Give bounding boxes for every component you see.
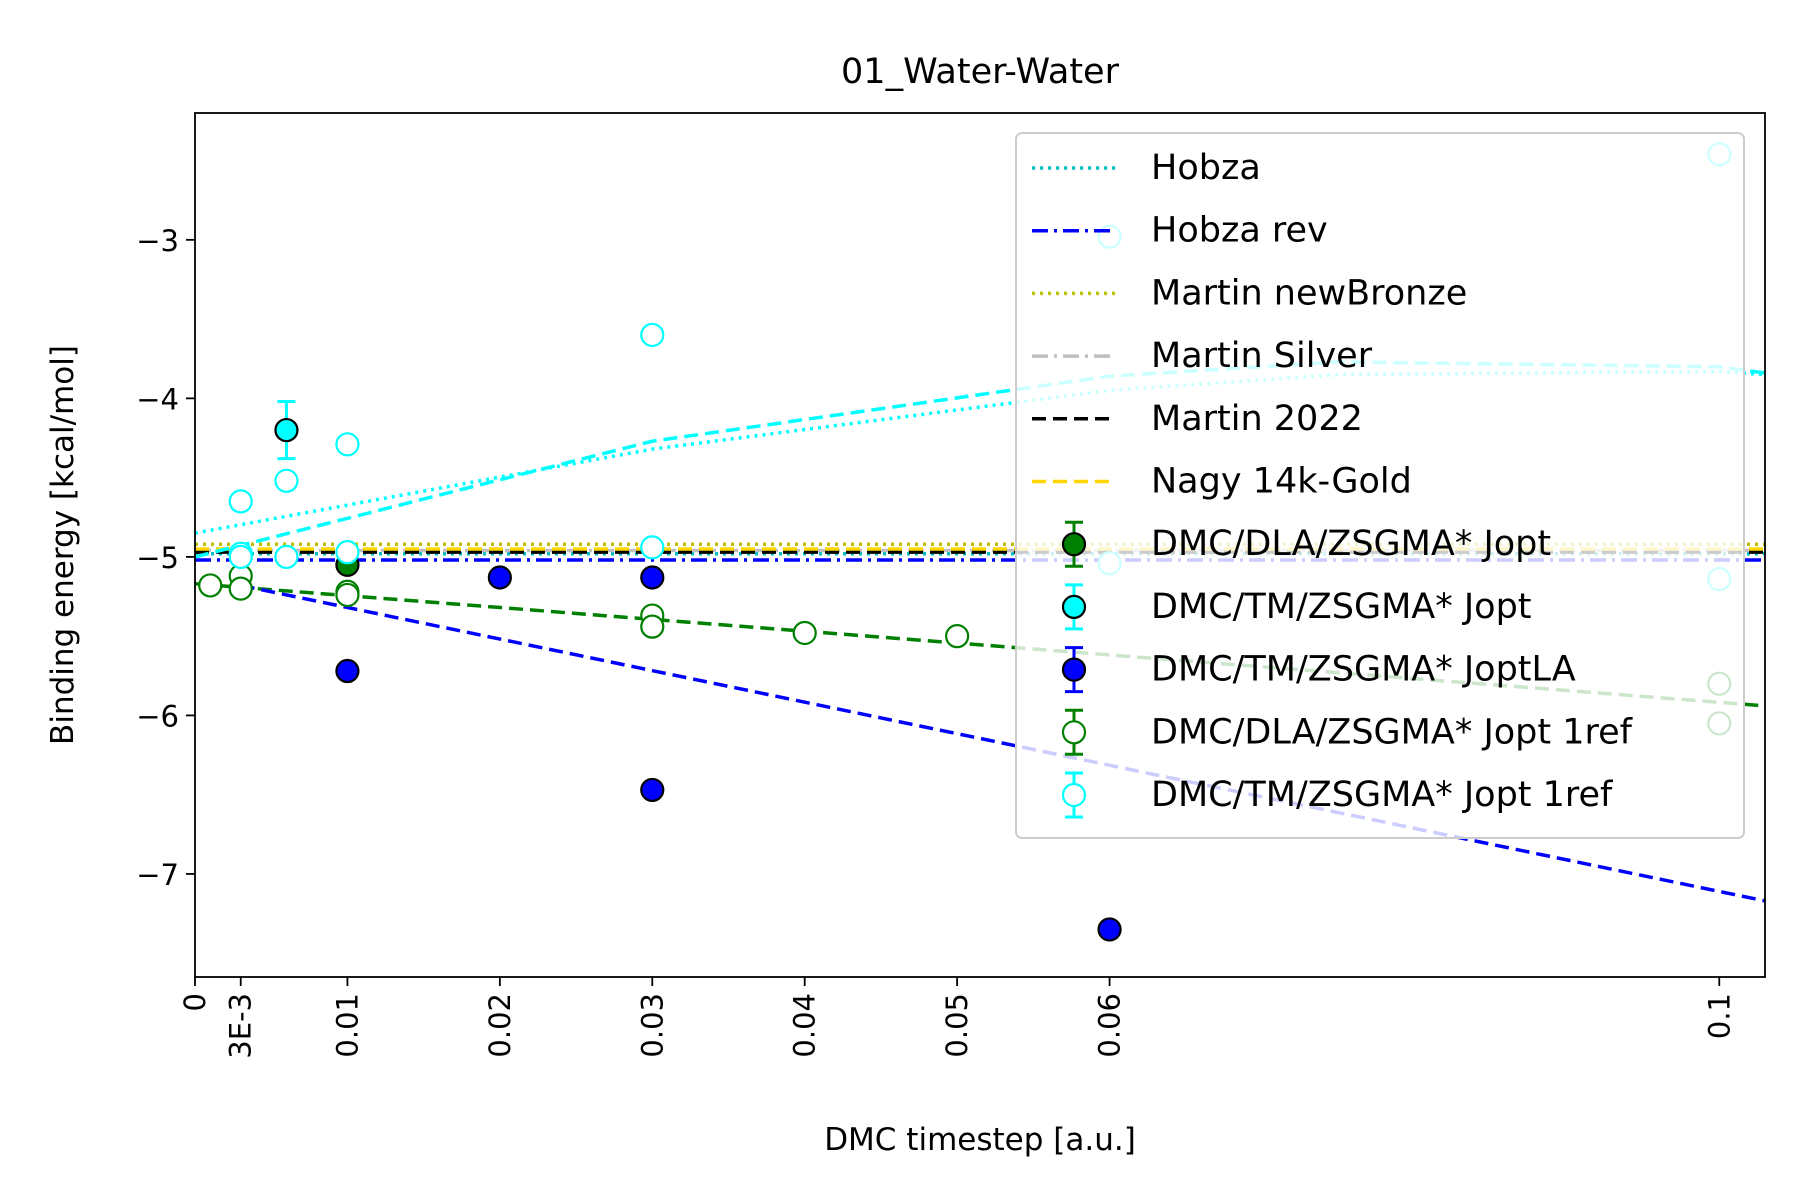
x-tick-label: 0.02 <box>483 993 517 1058</box>
y-axis: −3 −4 −5 −6 −7 <box>136 224 195 892</box>
data-point-s4-6 <box>335 540 360 565</box>
data-point-s4-0 <box>228 489 253 514</box>
data-point-s3-6 <box>640 614 665 639</box>
x-tick-label: 0 <box>178 993 212 1011</box>
legend-label: Martin 2022 <box>1151 399 1363 439</box>
legend-label: Hobza <box>1151 148 1261 188</box>
x-tick-label: 0.05 <box>940 993 974 1058</box>
legend-label: DMC/DLA/ZSGMA* Jopt 1ref <box>1151 712 1633 752</box>
data-point-s3-2 <box>228 576 253 601</box>
x-tick-label: 0.03 <box>635 993 669 1058</box>
legend: Hobza Hobza rev Martin newBronze Martin Sil… <box>1015 132 1745 839</box>
x-axis-label: DMC timestep [a.u.] <box>824 1122 1136 1158</box>
plot-frame <box>194 112 1766 978</box>
x-tick-label: 0.04 <box>788 993 822 1058</box>
data-point-s1-0 <box>274 417 299 443</box>
data-point-s3-7 <box>792 620 817 646</box>
x-axis: 0 3E-3 0.01 0.02 0.03 0.04 0.05 0.06 0.1 <box>178 977 1736 1059</box>
data-point-s4-5 <box>335 432 360 457</box>
data-point-s4-2 <box>228 544 253 569</box>
legend-swatch-marker <box>1061 532 1087 557</box>
x-tick-label: 3E-3 <box>224 993 258 1059</box>
data-point-s2-0 <box>335 658 360 684</box>
data-point-s3-0 <box>198 573 223 598</box>
x-tick-label: 0.06 <box>1093 993 1127 1058</box>
y-tick-label: −6 <box>136 699 179 733</box>
y-tick-label: −4 <box>136 382 179 416</box>
legend-swatch-marker <box>1061 720 1087 745</box>
y-axis-label: Binding energy [kcal/mol] <box>45 345 81 745</box>
legend-swatch-marker <box>1061 657 1087 682</box>
data-point-s3-8 <box>945 624 970 649</box>
data-point-s2-4 <box>1097 917 1122 942</box>
fit-line-3 <box>240 583 1765 903</box>
legend-label: Martin Silver <box>1151 336 1373 376</box>
data-point-s4-4 <box>274 544 299 569</box>
legend-swatch-marker <box>1061 594 1087 620</box>
legend-label: DMC/TM/ZSGMA* JoptLA <box>1151 650 1576 690</box>
data-point-s2-2 <box>640 565 665 590</box>
legend-label: Hobza rev <box>1151 211 1328 251</box>
legend-label: Martin newBronze <box>1151 273 1467 313</box>
legend-label: DMC/TM/ZSGMA* Jopt <box>1151 587 1532 627</box>
chart-title: 01_Water-Water <box>841 52 1120 92</box>
legend-swatch-marker <box>1061 782 1087 808</box>
data-point-s4-8 <box>640 535 665 560</box>
x-tick-label: 0.01 <box>330 993 364 1058</box>
data-point-s4-7 <box>640 322 665 348</box>
y-tick-label: −3 <box>136 224 179 258</box>
legend-label: DMC/DLA/ZSGMA* Jopt <box>1151 524 1551 564</box>
legend-box <box>1015 132 1745 839</box>
data-point-s4-3 <box>274 468 299 493</box>
data-point-s2-1 <box>487 565 512 590</box>
data-point-s3-4 <box>335 582 360 608</box>
legend-label: DMC/TM/ZSGMA* Jopt 1ref <box>1151 775 1613 815</box>
data-point-s2-3 <box>640 777 665 803</box>
legend-label: Nagy 14k-Gold <box>1151 462 1412 502</box>
y-tick-label: −5 <box>136 541 179 575</box>
x-tick-label: 0.1 <box>1702 993 1736 1039</box>
y-tick-label: −7 <box>136 858 179 892</box>
